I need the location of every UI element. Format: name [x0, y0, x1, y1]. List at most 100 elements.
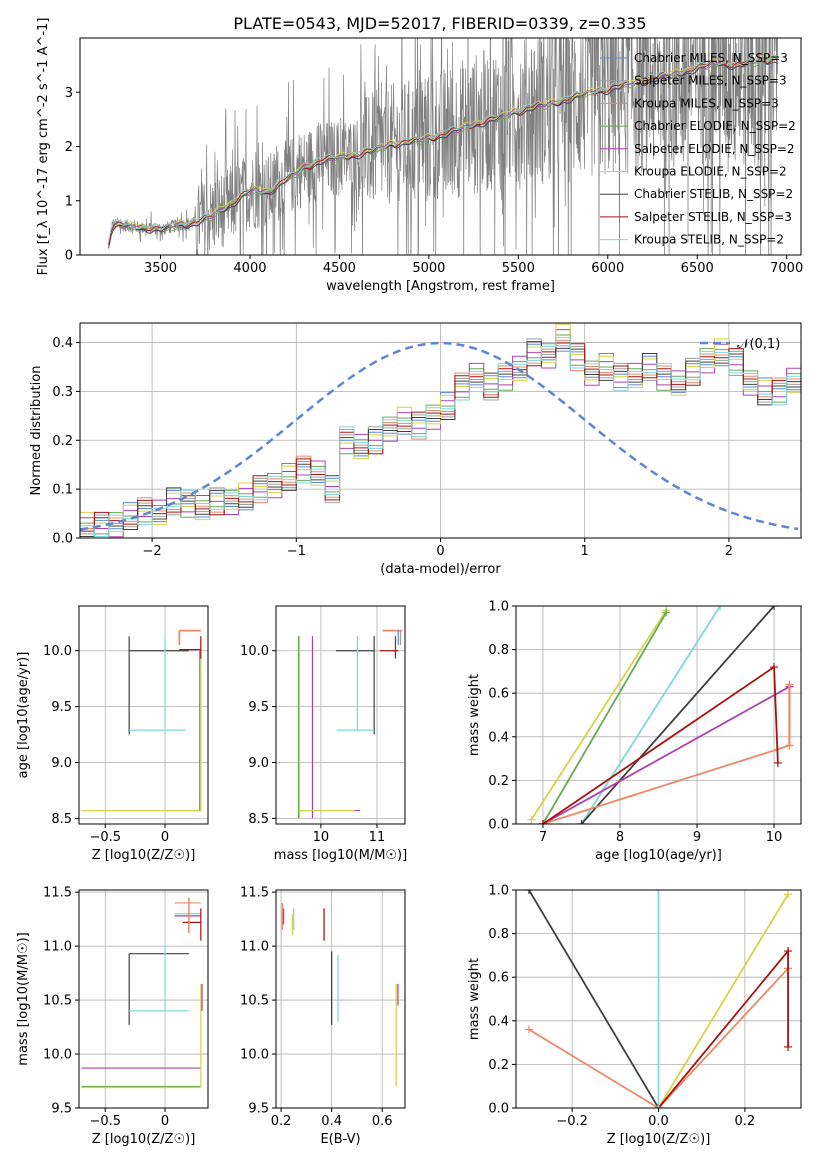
x-tick-label: 11	[369, 830, 386, 845]
y-tick-label: 0.8	[488, 643, 509, 658]
model-line	[108, 55, 778, 242]
legend-label: 𝒩(0,1)	[737, 337, 780, 352]
axes-frame	[78, 605, 209, 825]
histogram-steps	[80, 339, 801, 538]
legend-label: Chabrier MILES, N_SSP=3	[634, 51, 788, 65]
y-tick-label: 10.0	[43, 644, 72, 659]
x-tick-label: 4500	[323, 261, 356, 276]
plot-area	[108, 38, 779, 255]
x-tick-label: −0.2	[556, 1114, 588, 1129]
x-axis-label: age [log10(age/yr)]	[595, 848, 722, 863]
x-tick-label: 0	[161, 1114, 169, 1129]
y-tick-label: 1.0	[488, 600, 509, 615]
x-tick-label: 7000	[770, 261, 803, 276]
x-axis-label: (data-model)/error	[380, 562, 501, 577]
weight-line	[580, 606, 721, 824]
normal-curve	[80, 341, 799, 531]
histogram-steps	[80, 341, 801, 538]
y-tick-label: 9.5	[51, 700, 72, 715]
x-tick-label: −0.5	[89, 1114, 121, 1129]
plot-area	[79, 606, 208, 824]
weight-line	[542, 612, 667, 824]
histogram-steps	[80, 334, 801, 538]
point-marker	[773, 758, 782, 767]
histogram-steps	[80, 338, 801, 538]
x-tick-label: −1	[287, 544, 306, 559]
axes-frame	[275, 889, 406, 1109]
x-tick-label: −2	[143, 544, 162, 559]
y-axis-label: Normed distribution	[29, 366, 44, 496]
x-tick-label: 6000	[591, 261, 624, 276]
residual-axes: −2 −1 0 1 2 0.0 0.1 0.2 0.3 0.4 (data-model)/error…	[29, 322, 802, 577]
weight-line	[542, 685, 790, 824]
histogram-steps	[80, 337, 801, 538]
y-axis-label: mass weight	[467, 958, 482, 1040]
x-tick-label: 0.2	[271, 1114, 292, 1129]
y-tick-label: 3	[65, 86, 73, 101]
y-tick-label: 0.0	[488, 1102, 509, 1117]
x-tick-label: 0	[436, 544, 444, 559]
y-tick-label: 0.3	[52, 385, 73, 400]
y-tick-label: 0.1	[52, 483, 73, 498]
point-marker	[770, 663, 779, 672]
panels: 3500 4000 4500 5000 5500 6000 6500 70000123wave…	[16, 18, 803, 1147]
y-tick-label: 10.5	[43, 994, 72, 1009]
legend-label: Salpeter MILES, N_SSP=3	[634, 74, 787, 88]
y-tick-label: 1.0	[488, 884, 509, 899]
y-tick-label: 0.2	[488, 774, 509, 789]
point-marker	[654, 1104, 663, 1108]
weight-line	[528, 890, 660, 1108]
legend-label: Kroupa STELIB, N_SSP=2	[634, 233, 784, 247]
z-age-axes: −0.5 0 8.5 9.0 9.5 10.0 Z [log10(Z/Z☉)] age [lo…	[16, 605, 209, 863]
axes-frame	[275, 605, 406, 825]
y-tick-label: 0.6	[488, 971, 509, 986]
axes-frame	[515, 605, 802, 825]
x-tick-label: 0.4	[321, 1114, 342, 1129]
x-tick-label: 10	[313, 830, 330, 845]
figure-title: PLATE=0543, MJD=52017, FIBERID=0339, z=0…	[233, 14, 646, 33]
z-mass-axes: −0.5 0 9.5 10.0 10.5 11.0 11.5 Z [log10(Z/Z☉)] m…	[16, 886, 209, 1147]
x-tick-label: −0.5	[89, 830, 121, 845]
x-tick-label: 6500	[681, 261, 714, 276]
y-tick-label: 0.4	[52, 336, 73, 351]
x-tick-label: 8	[616, 830, 624, 845]
weight-line	[657, 893, 789, 1108]
point-marker	[785, 680, 794, 689]
mass-age-axes: 10 11 8.5 9.0 9.5 10.0 mass [log10(M/M☉)]	[240, 605, 407, 863]
plot-area	[79, 890, 208, 1108]
x-tick-label: 0.0	[648, 1114, 669, 1129]
x-axis-label: Z [log10(Z/Z☉)]	[607, 1132, 711, 1147]
y-tick-label: 11.5	[240, 886, 269, 901]
x-tick-label: 5500	[502, 261, 535, 276]
y-tick-label: 0.4	[488, 730, 509, 745]
y-tick-label: 9.5	[248, 700, 269, 715]
plot-area	[80, 323, 801, 538]
x-tick-label: 7	[539, 830, 547, 845]
x-axis-label: E(B-V)	[320, 1132, 360, 1147]
weight-line	[580, 606, 775, 824]
axes-frame	[78, 889, 209, 1109]
weight-line	[542, 744, 790, 824]
y-tick-label: 10.0	[240, 1048, 269, 1063]
x-tick-label: 0	[161, 830, 169, 845]
x-axis-label: Z [log10(Z/Z☉)]	[92, 848, 196, 863]
plot-area	[276, 890, 405, 1108]
x-tick-label: 9	[693, 830, 701, 845]
point-marker	[577, 820, 586, 824]
x-tick-label: 4000	[233, 261, 266, 276]
point-marker	[716, 606, 725, 610]
legend-label: Salpeter STELIB, N_SSP=3	[634, 210, 792, 224]
x-tick-label: 0.2	[735, 1114, 756, 1129]
point-marker	[538, 820, 547, 824]
x-axis-label: wavelength [Angstrom, rest frame]	[326, 279, 555, 294]
x-tick-label: 5000	[412, 261, 445, 276]
point-marker	[784, 1042, 793, 1051]
point-marker	[785, 741, 794, 750]
ebv-mass-axes: 0.2 0.4 0.6 9.5 10.0 10.5 11.0 11.5 E(B-V)	[240, 886, 406, 1147]
point-marker	[527, 815, 536, 824]
spectrum-data-line	[108, 38, 779, 255]
y-tick-label: 11.5	[43, 886, 72, 901]
spectrum-axes: 3500 4000 4500 5000 5500 6000 6500 7000 0 1 2 3 wave…	[36, 18, 803, 294]
y-tick-label: 0.4	[488, 1014, 509, 1029]
